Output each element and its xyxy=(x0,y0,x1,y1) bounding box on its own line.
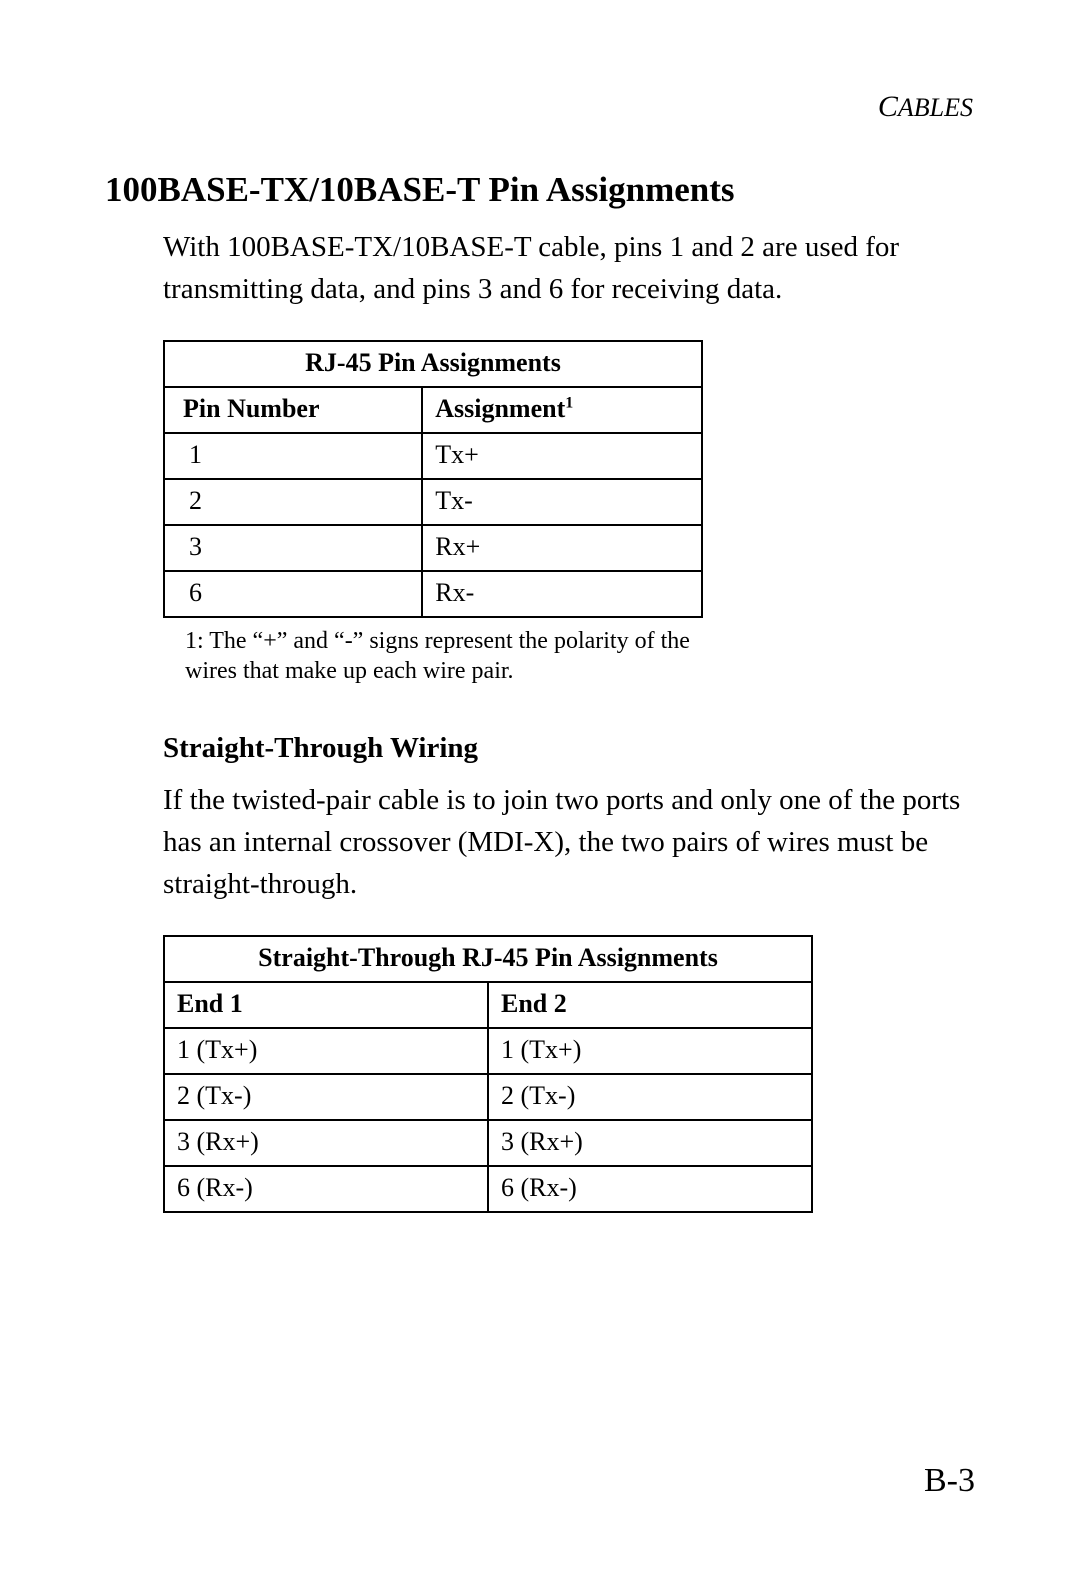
rj45-assign-cell: Rx- xyxy=(422,571,702,617)
intro-paragraph: With 100BASE-TX/10BASE-T cable, pins 1 a… xyxy=(163,226,975,310)
straight-table: Straight-Through RJ-45 Pin Assignments E… xyxy=(163,935,813,1213)
rj45-col2-header: Assignment1 xyxy=(422,387,702,433)
straight-end1-cell: 3 (Rx+) xyxy=(164,1120,488,1166)
straight-table-wrap: Straight-Through RJ-45 Pin Assignments E… xyxy=(163,935,975,1213)
straight-end2-cell: 1 (Tx+) xyxy=(488,1028,812,1074)
table-row: 1 Tx+ xyxy=(164,433,702,479)
straight-end1-cell: 6 (Rx-) xyxy=(164,1166,488,1212)
table1-footnote: 1: The “+” and “-” signs represent the p… xyxy=(185,626,725,686)
table-row: 3 (Rx+) 3 (Rx+) xyxy=(164,1120,812,1166)
rj45-pin-cell: 2 xyxy=(164,479,422,525)
table-row: 2 (Tx-) 2 (Tx-) xyxy=(164,1074,812,1120)
rj45-pin-cell: 1 xyxy=(164,433,422,479)
table-row: 1 (Tx+) 1 (Tx+) xyxy=(164,1028,812,1074)
running-head: CABLES xyxy=(105,90,975,124)
page-number: B-3 xyxy=(924,1462,975,1500)
straight-end2-cell: 2 (Tx-) xyxy=(488,1074,812,1120)
straight-table-title: Straight-Through RJ-45 Pin Assignments xyxy=(164,936,812,982)
rj45-assign-cell: Tx+ xyxy=(422,433,702,479)
table-row: 2 Tx- xyxy=(164,479,702,525)
straight-col1-header: End 1 xyxy=(164,982,488,1028)
straight-through-paragraph: If the twisted-pair cable is to join two… xyxy=(163,779,975,905)
table-row: 6 Rx- xyxy=(164,571,702,617)
running-head-text: ABLES xyxy=(898,93,973,122)
straight-col2-header: End 2 xyxy=(488,982,812,1028)
rj45-table: RJ-45 Pin Assignments Pin Number Assignm… xyxy=(163,340,703,618)
section-title: 100BASE-TX/10BASE-T Pin Assignments xyxy=(105,170,975,210)
rj45-col2-label: Assignment xyxy=(435,394,565,423)
rj45-assign-cell: Tx- xyxy=(422,479,702,525)
rj45-pin-cell: 3 xyxy=(164,525,422,571)
rj45-table-title: RJ-45 Pin Assignments xyxy=(164,341,702,387)
rj45-col2-sup: 1 xyxy=(565,394,573,411)
rj45-pin-cell: 6 xyxy=(164,571,422,617)
rj45-assign-cell: Rx+ xyxy=(422,525,702,571)
rj45-table-wrap: RJ-45 Pin Assignments Pin Number Assignm… xyxy=(163,340,975,618)
straight-end2-cell: 6 (Rx-) xyxy=(488,1166,812,1212)
table-row: 3 Rx+ xyxy=(164,525,702,571)
table-row: 6 (Rx-) 6 (Rx-) xyxy=(164,1166,812,1212)
straight-end1-cell: 2 (Tx-) xyxy=(164,1074,488,1120)
straight-end2-cell: 3 (Rx+) xyxy=(488,1120,812,1166)
straight-through-heading: Straight-Through Wiring xyxy=(163,732,975,765)
straight-end1-cell: 1 (Tx+) xyxy=(164,1028,488,1074)
rj45-col1-header: Pin Number xyxy=(164,387,422,433)
